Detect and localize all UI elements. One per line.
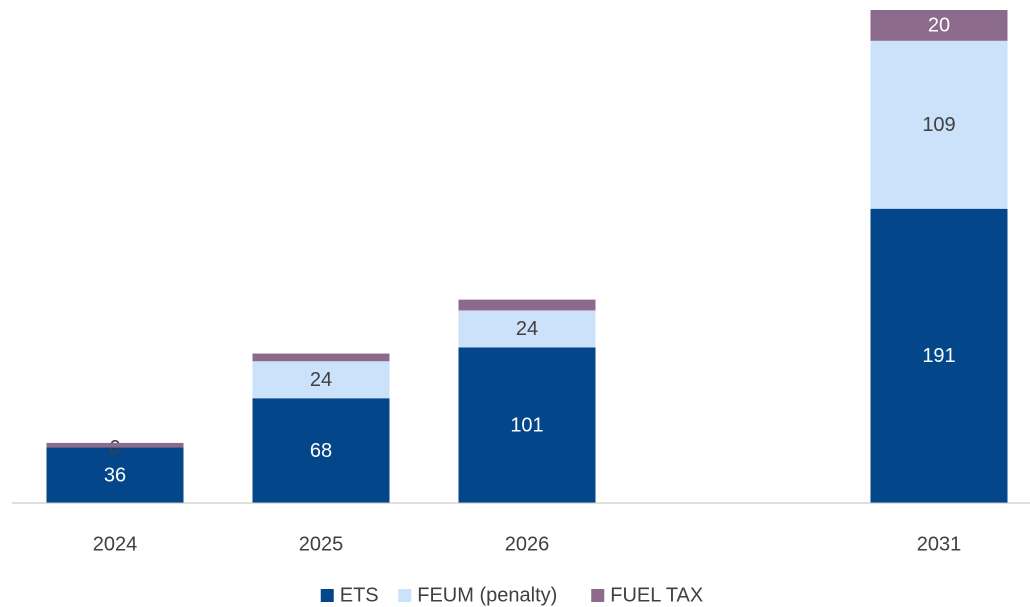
x-tick-label: 2024 <box>93 533 138 555</box>
legend-label: FUEL TAX <box>610 584 703 606</box>
bar-segment <box>458 310 596 348</box>
data-label: 109 <box>922 114 955 136</box>
bar-segment <box>46 442 184 448</box>
bar-segment <box>46 447 184 503</box>
data-label: 101 <box>510 414 543 436</box>
legend-label: ETS <box>340 584 379 606</box>
data-label: 191 <box>922 345 955 367</box>
bar-segment <box>870 208 1008 503</box>
legend-swatch <box>591 589 605 602</box>
data-label: 36 <box>104 465 126 487</box>
bar-segment <box>252 361 390 399</box>
data-label: 68 <box>310 440 332 462</box>
data-label: 24 <box>516 318 538 340</box>
legend-swatch <box>320 589 334 602</box>
data-label: 20 <box>928 15 950 37</box>
bar-segment <box>458 299 596 311</box>
x-tick-label: 2031 <box>917 533 962 555</box>
bar-segment <box>252 398 390 503</box>
bar-segment <box>870 10 1008 41</box>
legend-swatch <box>398 589 412 602</box>
data-label: 0 <box>109 437 120 459</box>
x-tick-label: 2026 <box>505 533 550 555</box>
legend-label: FEUM (penalty) <box>417 584 557 606</box>
bar-segment <box>870 40 1008 209</box>
bar-segment <box>252 353 390 362</box>
x-tick-label: 2025 <box>299 533 344 555</box>
bar-segment <box>458 347 596 503</box>
data-label: 24 <box>310 369 332 391</box>
